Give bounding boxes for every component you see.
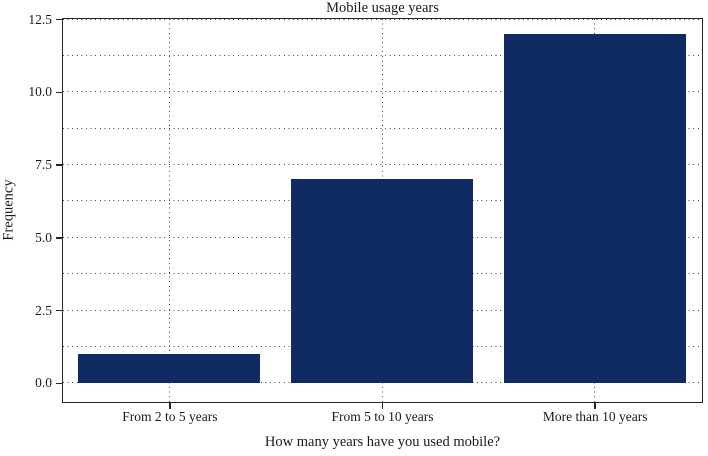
- y-gridline: [63, 127, 702, 129]
- x-tick-label: From 2 to 5 years: [122, 409, 218, 424]
- y-gridline: [63, 54, 702, 56]
- y-tick: [55, 164, 62, 166]
- y-gridline: [63, 382, 702, 384]
- x-tick-label: More than 10 years: [542, 409, 648, 424]
- y-gridline: [63, 18, 702, 20]
- y-gridline: [63, 91, 702, 93]
- x-tick: [169, 403, 171, 409]
- x-tick: [594, 403, 596, 409]
- y-tick: [55, 382, 62, 385]
- x-tick-label: From 5 to 10 years: [331, 409, 434, 424]
- y-tick-label: 5.0: [35, 229, 52, 245]
- plot-area: [62, 18, 703, 403]
- x-axis-label: How many years have you used mobile?: [264, 434, 501, 450]
- bar: [291, 179, 473, 383]
- bar: [78, 353, 261, 383]
- x-tick: [381, 403, 384, 409]
- y-tick: [55, 237, 62, 239]
- y-gridline: [63, 164, 702, 166]
- bar: [503, 33, 686, 383]
- y-tick-label: 10.0: [28, 84, 52, 100]
- y-tick-label: 2.5: [35, 302, 52, 318]
- y-tick-label: 0.0: [35, 375, 52, 391]
- y-tick: [55, 18, 62, 21]
- y-tick: [55, 309, 62, 312]
- y-tick-label: 7.5: [35, 157, 52, 173]
- chart-title: Mobile usage years: [326, 0, 439, 16]
- y-tick: [55, 91, 62, 93]
- x-gridline: [168, 19, 170, 402]
- y-tick-label: 12.5: [28, 11, 52, 27]
